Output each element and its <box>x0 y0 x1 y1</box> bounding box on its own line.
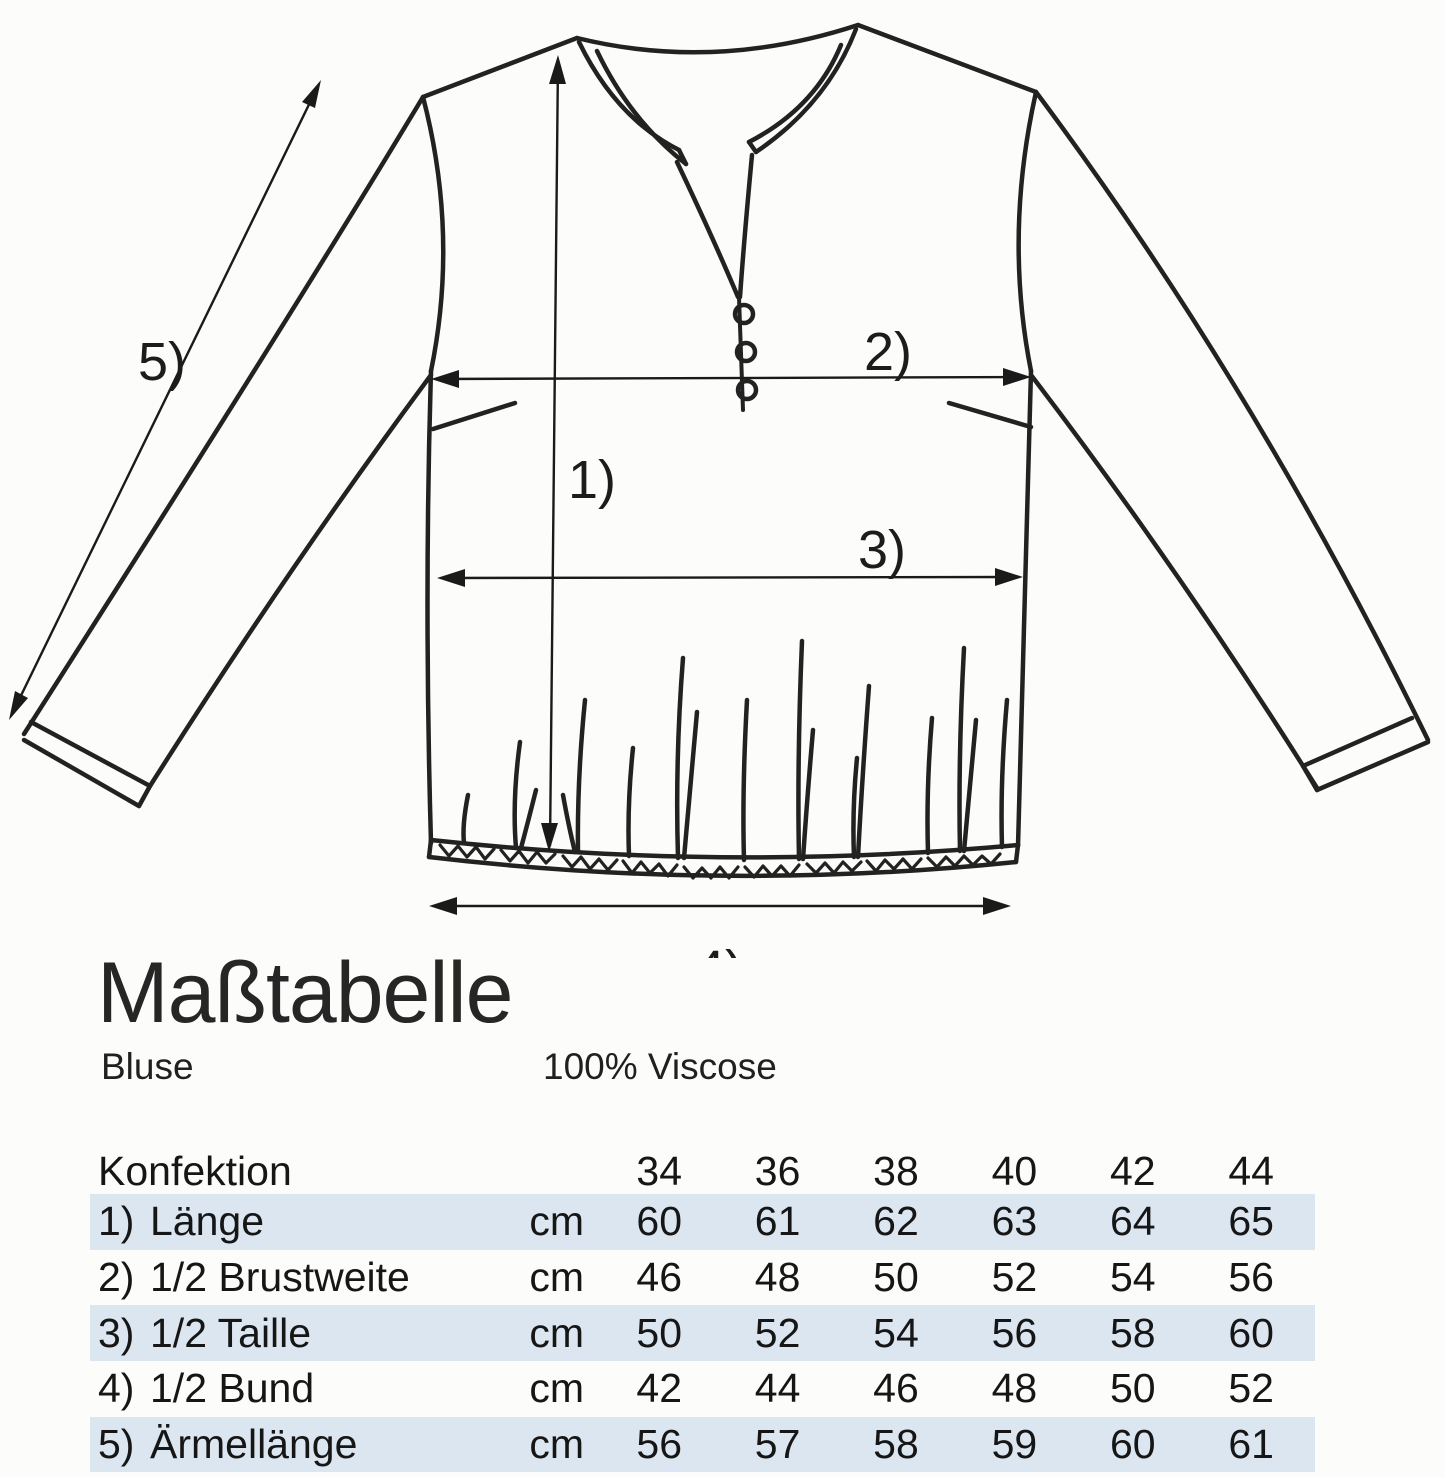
row-unit: cm <box>529 1254 584 1301</box>
row-label-cell: 3) 1/2 Taille <box>90 1310 480 1357</box>
row-label: 1/2 Bund <box>150 1365 315 1412</box>
size-value: 58 <box>873 1421 919 1468</box>
table-row: 5) Ärmellänge cm 56 57 58 59 60 61 <box>90 1416 1315 1473</box>
table-header-label: Konfektion <box>90 1148 480 1195</box>
size-value: 52 <box>1228 1365 1274 1412</box>
size-value: 65 <box>1228 1198 1274 1245</box>
size-value: 48 <box>991 1365 1038 1412</box>
size-header: 44 <box>1228 1148 1274 1194</box>
measure-arrow-4 <box>429 897 1011 915</box>
size-value: 50 <box>873 1254 919 1301</box>
size-table-body: 1) Länge cm 60 61 62 63 64 65 2) 1/2 Brustwei… <box>90 1194 1315 1473</box>
size-header: 38 <box>873 1148 919 1194</box>
size-value: 50 <box>1109 1365 1156 1412</box>
row-label: 1/2 Taille <box>150 1309 312 1356</box>
row-label: Länge <box>150 1198 265 1245</box>
size-value: 50 <box>636 1309 682 1356</box>
size-value: 60 <box>1228 1309 1274 1356</box>
row-number: 1) <box>98 1198 135 1245</box>
measure-arrow-5 <box>9 80 321 720</box>
measure-label-5: 5) <box>138 332 186 392</box>
placket-buttons <box>732 302 759 402</box>
size-value: 60 <box>636 1198 682 1245</box>
page-title: Maßtabelle <box>97 945 513 1041</box>
size-value: 61 <box>1228 1421 1274 1468</box>
size-value: 56 <box>1228 1254 1274 1301</box>
row-unit: cm <box>529 1309 584 1356</box>
size-header: 36 <box>754 1148 801 1194</box>
size-value: 60 <box>1109 1421 1156 1468</box>
size-value: 46 <box>873 1365 919 1412</box>
row-label-cell: 2) 1/2 Brustweite <box>90 1254 480 1301</box>
size-value: 62 <box>873 1198 919 1245</box>
table-header-row: Konfektion 34 36 38 40 42 44 <box>90 1148 1315 1194</box>
size-value: 46 <box>636 1254 682 1301</box>
row-number: 5) <box>98 1421 135 1468</box>
measure-label-4: 4) <box>695 940 743 958</box>
header-label-text: Konfektion <box>98 1148 292 1194</box>
garment-drawing: 1) 2) 3) 4) 5) <box>9 22 1431 958</box>
size-value: 56 <box>636 1421 682 1468</box>
row-label-cell: 5) Ärmellänge <box>90 1421 480 1468</box>
row-number: 2) <box>98 1254 135 1301</box>
product-name: Bluse <box>101 1046 194 1087</box>
product-material: 100% Viscose <box>543 1046 777 1087</box>
measure-label-2: 2) <box>864 322 912 382</box>
row-label: 1/2 Brustweite <box>150 1254 410 1301</box>
size-value: 64 <box>1109 1198 1156 1245</box>
size-value: 56 <box>991 1309 1038 1356</box>
blouse-sketch <box>21 22 1431 880</box>
row-unit: cm <box>529 1198 584 1245</box>
measure-arrow-3 <box>437 568 1023 587</box>
size-value: 42 <box>636 1365 682 1412</box>
row-label-cell: 1) Länge <box>90 1198 480 1245</box>
size-value: 52 <box>991 1254 1038 1301</box>
size-table: Konfektion 34 36 38 40 42 44 1) Länge cm 60 61… <box>90 1148 1315 1473</box>
measure-arrow-2 <box>431 368 1031 388</box>
size-value: 57 <box>754 1421 801 1468</box>
size-value: 52 <box>754 1309 801 1356</box>
size-header: 40 <box>991 1148 1038 1194</box>
row-label-cell: 4) 1/2 Bund <box>90 1365 480 1412</box>
table-row: 1) Länge cm 60 61 62 63 64 65 <box>90 1194 1315 1250</box>
hem-gathers <box>461 638 1010 863</box>
measure-label-3: 3) <box>858 520 906 580</box>
size-header: 42 <box>1109 1148 1156 1194</box>
table-row: 3) 1/2 Taille cm 50 52 54 56 58 60 <box>90 1305 1315 1362</box>
size-value: 54 <box>1109 1254 1156 1301</box>
row-number: 3) <box>98 1309 135 1356</box>
table-row: 2) 1/2 Brustweite cm 46 48 50 52 54 56 <box>90 1250 1315 1306</box>
hem-zigzag <box>438 843 1002 880</box>
row-number: 4) <box>98 1365 135 1412</box>
size-value: 58 <box>1109 1309 1156 1356</box>
size-value: 63 <box>991 1198 1038 1245</box>
row-label: Ärmellänge <box>150 1421 358 1468</box>
size-header: 34 <box>636 1148 682 1194</box>
row-unit: cm <box>529 1421 584 1468</box>
size-value: 59 <box>991 1421 1038 1468</box>
size-value: 44 <box>754 1365 801 1412</box>
row-unit: cm <box>529 1365 584 1412</box>
size-value: 48 <box>754 1254 801 1301</box>
size-value: 54 <box>873 1309 919 1356</box>
measure-label-1: 1) <box>568 450 616 510</box>
table-row: 4) 1/2 Bund cm 42 44 46 48 50 52 <box>90 1361 1315 1417</box>
size-value: 61 <box>754 1198 801 1245</box>
measure-arrow-1 <box>541 55 566 852</box>
